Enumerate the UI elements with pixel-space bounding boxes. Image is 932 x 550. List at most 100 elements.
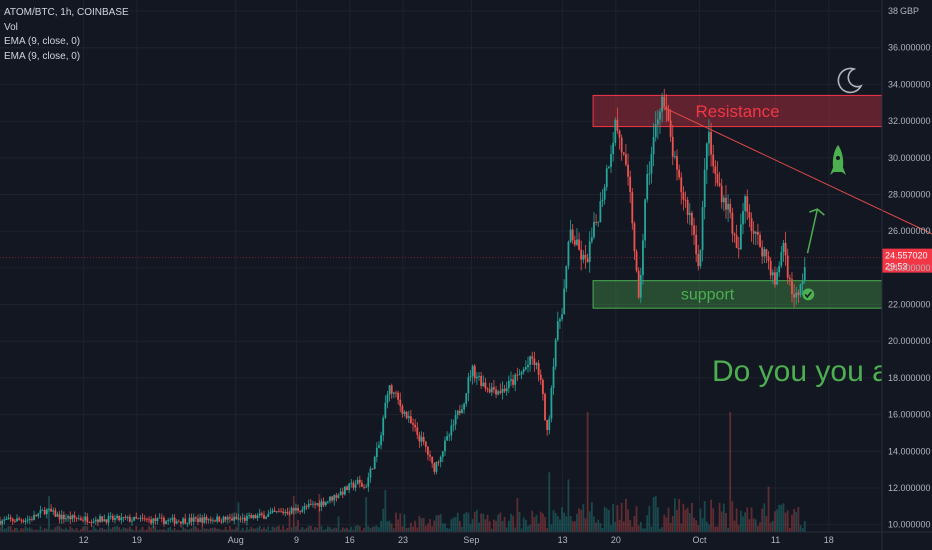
volume-bar (614, 521, 617, 532)
volume-bar (527, 525, 529, 532)
volume-bar (337, 516, 340, 532)
volume-bar (192, 525, 195, 532)
volume-bar (378, 527, 380, 532)
candle-body (703, 169, 706, 208)
volume-bar (218, 528, 221, 532)
candle-body (478, 375, 480, 377)
volume-bar (467, 512, 470, 532)
volume-bar (103, 529, 106, 532)
volume-bar (399, 513, 402, 532)
candle-body (565, 265, 568, 289)
candle-body (518, 374, 521, 376)
candle-body (77, 518, 80, 520)
candle-body (263, 514, 265, 519)
candle-body (688, 213, 691, 216)
candle-body (469, 376, 472, 378)
volume-bar (588, 511, 591, 532)
candle-body (708, 131, 710, 144)
indicator-ema-1[interactable]: EMA (9, close, 0) (4, 36, 81, 47)
volume-bar (358, 526, 361, 532)
volume-bar (211, 527, 214, 532)
price-tick-label: 38 (888, 6, 898, 16)
volume-bar (671, 515, 674, 532)
candle-body (62, 514, 65, 520)
candle-body (280, 511, 282, 513)
volume-bar (778, 504, 781, 532)
candle-body (742, 211, 744, 225)
volume-bar (718, 502, 721, 532)
price-axis[interactable]: 38 36.000000 34.000000 32.000000 30.000000 28… (881, 0, 931, 550)
volume-bar (618, 519, 621, 532)
volume-bar (307, 525, 310, 532)
volume-bar (50, 529, 52, 532)
volume-bar (478, 522, 480, 532)
volume-bar (422, 518, 425, 532)
volume-bar (322, 530, 325, 532)
candle-body (18, 518, 21, 520)
candle-body (505, 387, 508, 392)
time-axis[interactable]: 12 19 Aug 9 16 23 Sep 13 20 Oct 11 18 (0, 531, 932, 545)
volume-bar (235, 527, 238, 532)
indicator-vol[interactable]: Vol (4, 21, 18, 33)
volume-bar (54, 527, 57, 532)
candle-body (697, 254, 700, 267)
volume-bar (105, 529, 108, 532)
price-tick-label: 28.000000 (888, 189, 931, 199)
candle-body (573, 240, 576, 245)
symbol-title[interactable]: ATOM/BTC, 1h, COINBASE (4, 7, 129, 18)
volume-bar (552, 510, 555, 532)
candle-body (648, 173, 651, 175)
candle-body (218, 516, 221, 522)
candle-body (601, 199, 604, 202)
candle-body (546, 420, 549, 430)
volume-bar (627, 509, 629, 532)
volume-bar (350, 526, 353, 532)
candle-body (610, 154, 612, 168)
price-tick-label: 20.000000 (888, 336, 931, 346)
volume-bar (265, 529, 268, 532)
candle-body (516, 374, 519, 376)
volume-bar (86, 526, 89, 532)
volume-bar (131, 529, 133, 532)
volume-bar (335, 528, 338, 532)
candle-body (143, 518, 146, 520)
candle-body (616, 119, 619, 131)
volume-bar (382, 508, 385, 532)
volume-bar (205, 528, 208, 532)
candle-body (48, 508, 50, 510)
candle-body (599, 201, 602, 222)
candle-body (358, 479, 361, 483)
candle-body (669, 120, 672, 137)
candle-body (139, 517, 142, 519)
candle-body (363, 486, 365, 488)
candle-body (314, 503, 316, 505)
volume-bar (207, 529, 210, 532)
candle-body (197, 518, 199, 523)
volume-bar (92, 525, 95, 532)
candle-body (576, 239, 578, 245)
candle-body (165, 521, 167, 525)
time-tick-label: 13 (558, 535, 568, 545)
volume-bar (273, 527, 276, 532)
candle-body (671, 136, 674, 157)
volume-bar (37, 529, 40, 532)
candle-body (712, 154, 715, 167)
volume-bar (126, 528, 129, 532)
candle-body (86, 516, 89, 523)
candle-body (501, 388, 504, 393)
time-tick-label: 9 (294, 535, 299, 545)
volume-bar (16, 527, 18, 532)
indicator-ema-2[interactable]: EMA (9, close, 0) (4, 50, 81, 62)
volume-bar (316, 527, 319, 532)
volume-bar (158, 529, 161, 532)
candle-body (173, 517, 176, 524)
time-tick-label: 16 (345, 535, 355, 545)
candle-body (260, 513, 263, 515)
volume-bar (28, 527, 31, 532)
candle-body (35, 514, 38, 517)
candle-body (720, 185, 723, 203)
volume-bar (663, 514, 666, 532)
chart-grid (0, 0, 882, 532)
volume-bar (56, 526, 59, 532)
volume-bar (710, 499, 712, 532)
